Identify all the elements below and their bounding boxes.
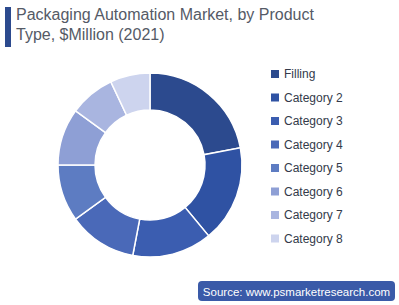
title-accent bbox=[5, 7, 11, 47]
legend-swatch bbox=[271, 141, 279, 149]
source: Source: www.psmarketresearch.com bbox=[203, 286, 390, 298]
source-box bbox=[198, 281, 395, 301]
legend-swatch bbox=[271, 188, 279, 196]
legend-label: Category 6 bbox=[284, 185, 343, 199]
legend-swatch bbox=[271, 117, 279, 125]
legend-swatch bbox=[271, 70, 279, 78]
slice bbox=[133, 207, 209, 257]
title: Packaging Automation Market, by Product … bbox=[16, 5, 356, 45]
legend-label: Filling bbox=[284, 67, 315, 81]
slices bbox=[58, 73, 242, 257]
legend: Filling Category 2 Category 3 Category 4 Cat… bbox=[271, 67, 343, 246]
chart-wrap: Filling Category 2 Category 3 Category 4 Cat… bbox=[0, 0, 399, 305]
legend-swatch bbox=[271, 94, 279, 102]
slice bbox=[58, 165, 106, 219]
legend-swatch bbox=[271, 235, 279, 243]
chart-svg: Filling Category 2 Category 3 Category 4 Cat… bbox=[0, 0, 399, 305]
legend-label: Category 2 bbox=[284, 91, 343, 105]
legend-swatch bbox=[271, 211, 279, 219]
legend-label: Category 7 bbox=[284, 208, 343, 222]
legend-label: Category 8 bbox=[284, 232, 343, 246]
legend-label: Category 3 bbox=[284, 114, 343, 128]
slice bbox=[150, 73, 240, 155]
legend-label: Category 4 bbox=[284, 138, 343, 152]
legend-label: Category 5 bbox=[284, 161, 343, 175]
slice bbox=[111, 73, 150, 115]
legend-swatch bbox=[271, 164, 279, 172]
